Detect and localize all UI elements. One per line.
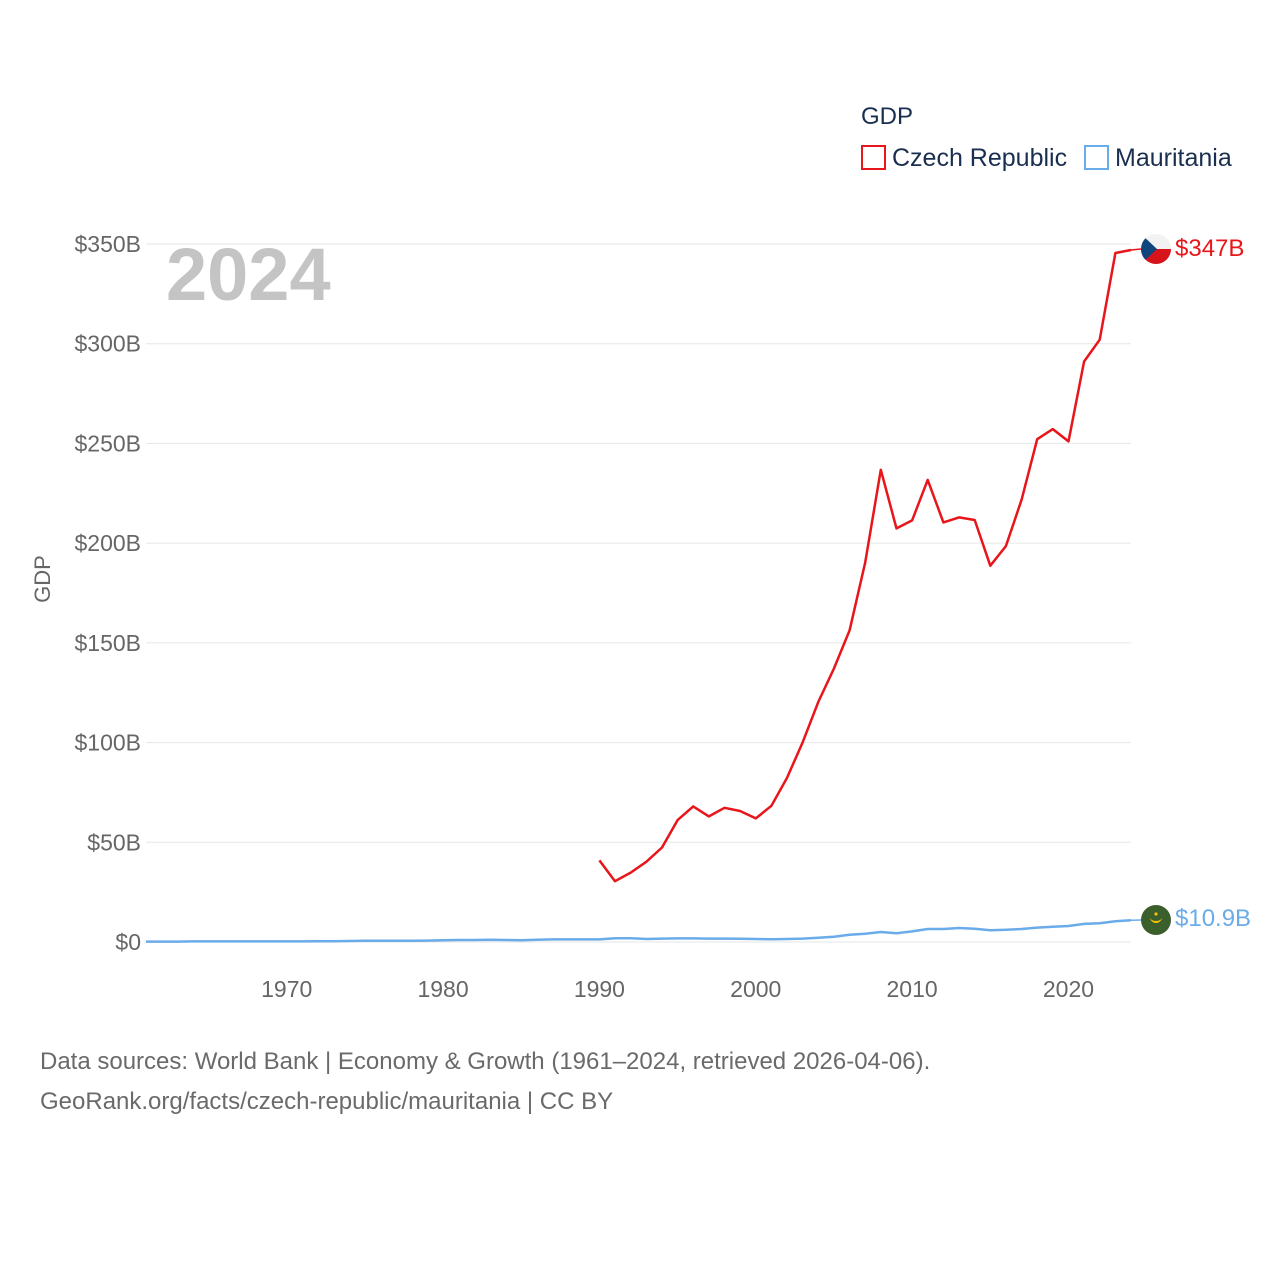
y-tick-label: $100B	[74, 730, 141, 756]
legend-swatch-mauritania	[1084, 145, 1109, 170]
y-tick-label: $300B	[74, 331, 141, 357]
series-line-mauritania[interactable]	[146, 919, 1132, 943]
x-tick-label: 1990	[574, 976, 625, 1002]
y-tick-label: $150B	[74, 630, 141, 656]
legend-title: GDP	[861, 103, 913, 130]
x-tick-label: 1970	[261, 976, 312, 1002]
x-tick-label: 2000	[730, 976, 781, 1002]
legend-label-czech[interactable]: Czech Republic	[892, 144, 1067, 172]
y-axis-label: GDP	[30, 555, 55, 603]
y-tick-label: $0	[115, 929, 141, 955]
x-tick-label: 2020	[1043, 976, 1094, 1002]
source-footer: Data sources: World Bank | Economy & Gro…	[40, 1042, 930, 1122]
y-tick-label: $50B	[87, 829, 141, 855]
gdp-chart: GDP Czech Republic Mauritania GDP $0 $50B…	[30, 103, 1251, 1002]
y-tick-label: $350B	[74, 231, 141, 257]
y-tick-label: $250B	[74, 430, 141, 456]
series-line-czech-republic[interactable]	[598, 248, 1132, 883]
end-label-mauritania: $10.9B	[1175, 905, 1251, 932]
legend-label-mauritania[interactable]: Mauritania	[1115, 144, 1232, 172]
x-tick-label: 2010	[887, 976, 938, 1002]
legend-swatch-czech	[861, 145, 886, 170]
year-label: 2024	[166, 233, 331, 316]
y-tick-label: $200B	[74, 530, 141, 556]
source-line: Data sources: World Bank | Economy & Gro…	[40, 1048, 931, 1075]
czech-flag-icon	[1141, 234, 1171, 264]
source-url[interactable]: GeoRank.org/facts/czech-republic/maurita…	[40, 1088, 614, 1115]
mauritania-flag-icon	[1141, 905, 1171, 935]
end-connector	[1130, 248, 1142, 251]
x-tick-label: 1980	[417, 976, 468, 1002]
end-label-czech: $347B	[1175, 235, 1244, 262]
